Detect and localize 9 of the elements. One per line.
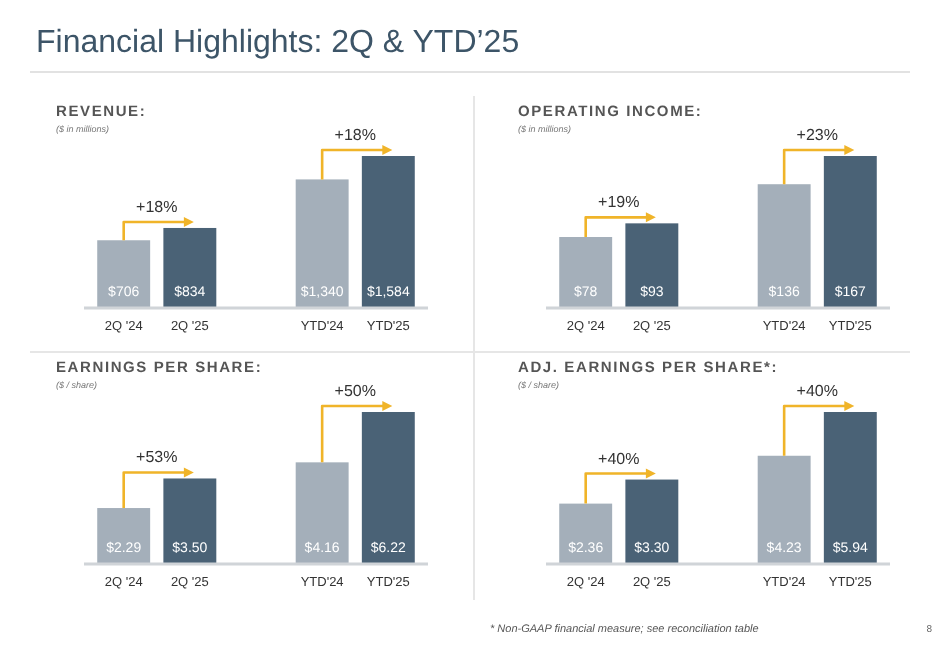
annotation: +18% xyxy=(334,126,376,144)
annotation: +18% xyxy=(136,197,178,216)
annotation: +40% xyxy=(796,382,838,400)
annotation: +23% xyxy=(796,126,838,144)
annotation: +19% xyxy=(598,193,640,212)
annotation: +40% xyxy=(598,449,640,468)
annotation: +53% xyxy=(136,448,178,467)
annotation: +50% xyxy=(334,382,376,400)
text: Financial Highlights: 2Q & YTD’25 xyxy=(36,26,520,60)
